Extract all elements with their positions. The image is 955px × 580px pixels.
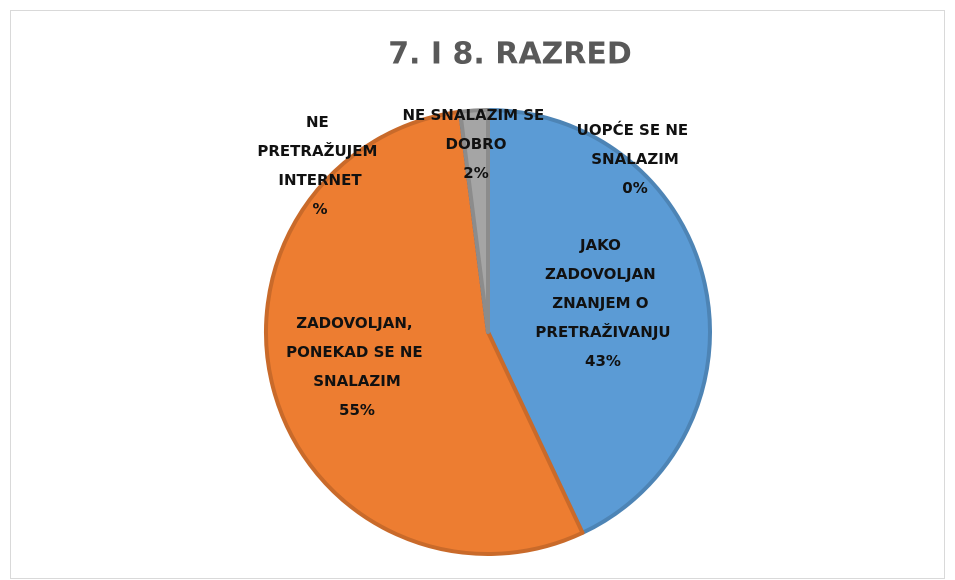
data-label-value: %: [312, 200, 327, 218]
data-label-value: 0%: [622, 179, 647, 197]
data-label-value: 2%: [463, 164, 488, 182]
pie-slice: [264, 109, 585, 556]
data-label: NE SNALAZIM SE DOBRO: [402, 106, 549, 153]
pie-slice: [458, 108, 490, 334]
chart-title: 7. I 8. RAZRED: [388, 37, 632, 72]
data-label: NE PRETRAŽUJEM INTERNET: [257, 113, 382, 189]
data-label: UOPĆE SE NE SNALAZIM: [577, 120, 694, 168]
data-label-value: 43%: [585, 352, 621, 370]
data-label: JAKO ZADOVOLJAN ZNANJEM O PRETRAŽIVANJU: [535, 236, 670, 341]
pie-slice: [486, 108, 712, 535]
data-label: ZADOVOLJAN, PONEKAD SE NE SNALAZIM: [286, 314, 428, 390]
data-label-value: 55%: [339, 401, 375, 419]
